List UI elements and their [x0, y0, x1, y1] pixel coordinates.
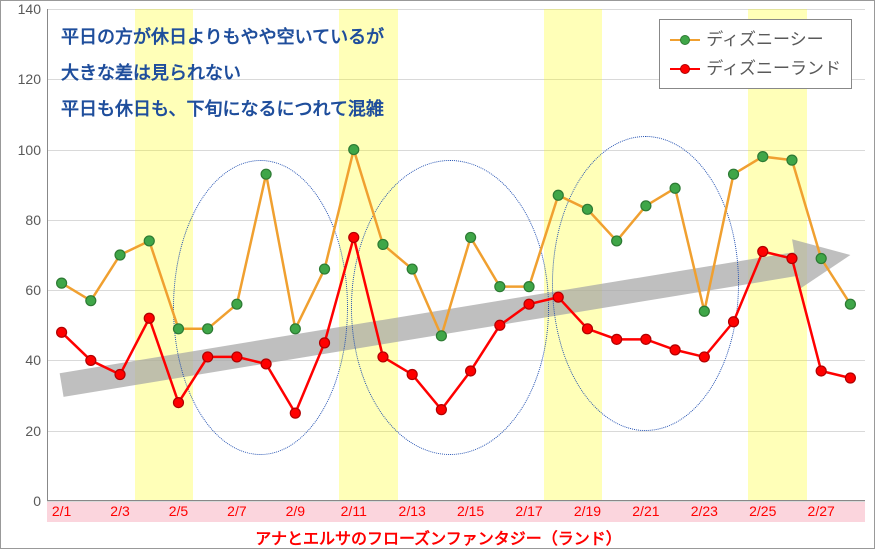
legend-item-land: ディズニーランド	[670, 55, 841, 84]
bottom-caption: アナとエルサのフローズンファンタジー（ランド）	[1, 525, 875, 549]
annotation-line-3: 平日も休日も、下旬になるにつれて混雑	[61, 91, 384, 127]
legend-item-sea: ディズニーシー	[670, 26, 841, 55]
legend: ディズニーシー ディズニーランド	[659, 19, 852, 89]
annotation-line-2: 大きな差は見られない	[61, 55, 384, 91]
chart-container: 020406080100120140 2/12/32/52/72/92/112/…	[0, 0, 875, 549]
legend-swatch-sea	[670, 39, 700, 41]
annotation-text: 平日の方が休日よりもやや空いているが 大きな差は見られない 平日も休日も、下旬に…	[61, 19, 384, 127]
legend-label-land: ディズニーランド	[706, 55, 841, 84]
legend-swatch-land	[670, 68, 700, 70]
annotation-line-1: 平日の方が休日よりもやや空いているが	[61, 19, 384, 55]
legend-label-sea: ディズニーシー	[706, 26, 823, 55]
